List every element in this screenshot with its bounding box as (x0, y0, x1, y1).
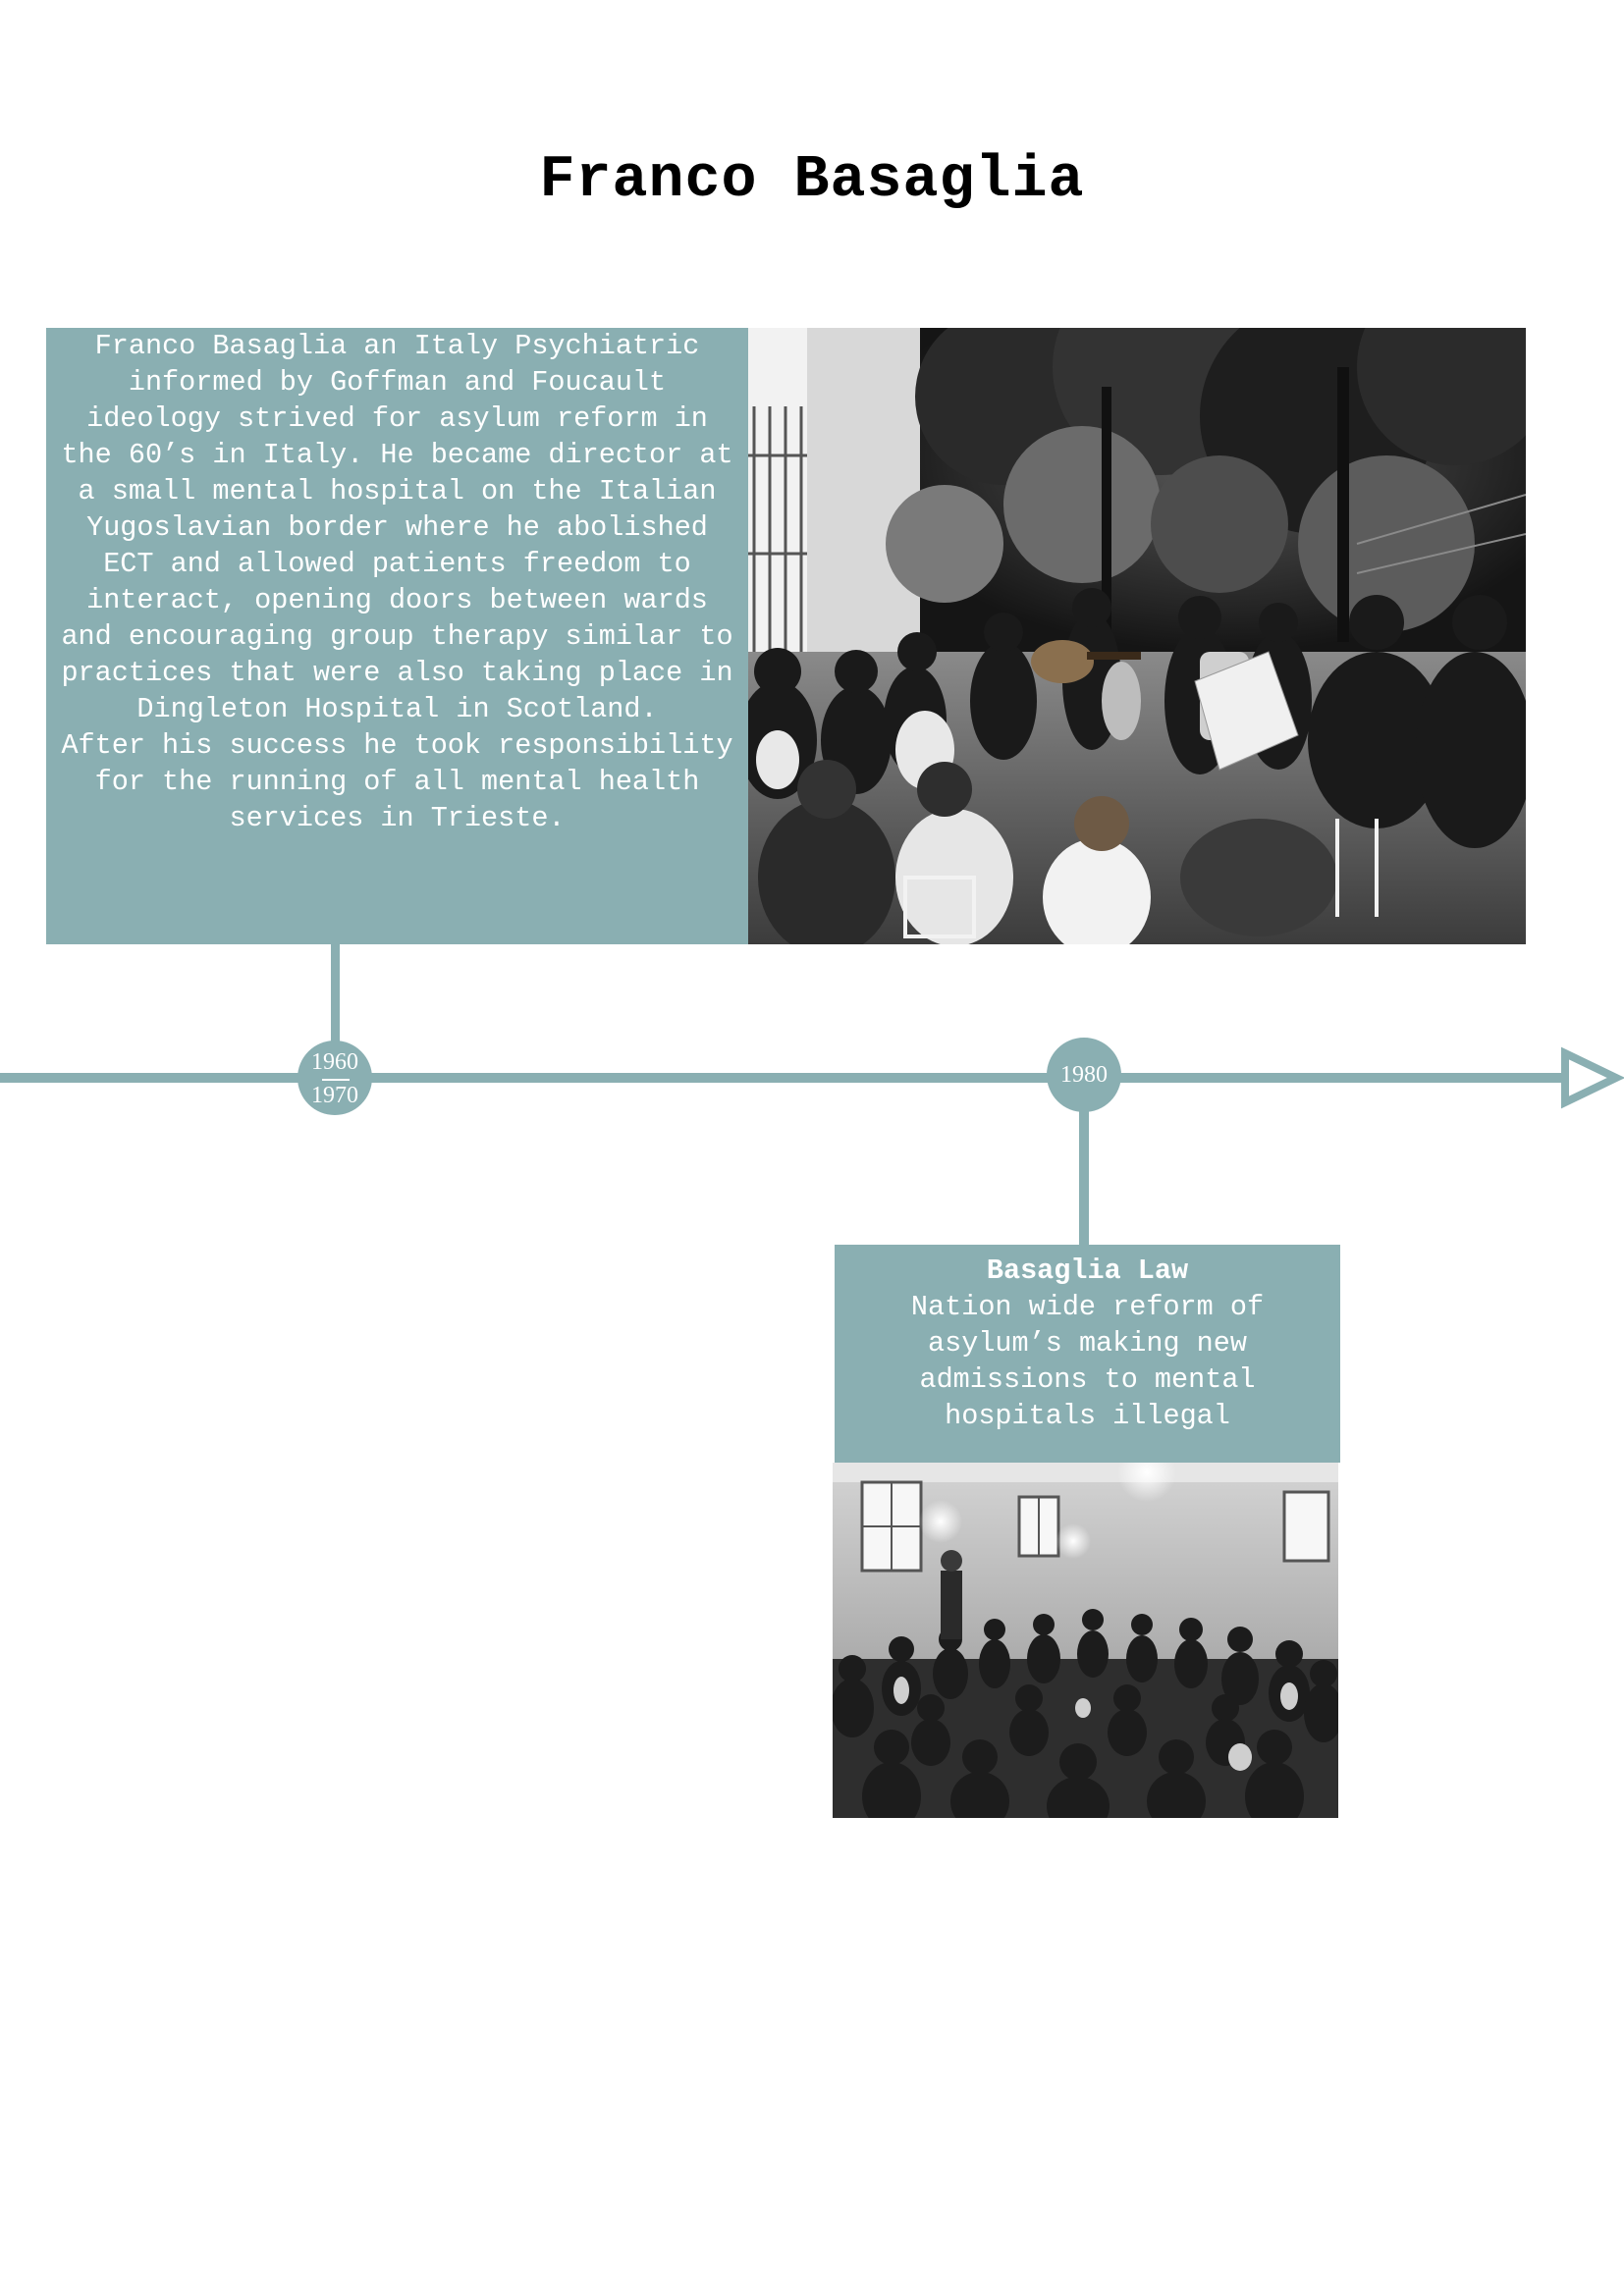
event-1980-description-box: Basaglia Law Nation wide reform of asylu… (835, 1245, 1340, 1463)
garden-group-photo (748, 328, 1526, 944)
connector-1960 (331, 944, 340, 1052)
timeline-line (0, 1073, 1581, 1083)
year-label-1960: 1960 (311, 1049, 358, 1075)
group-meeting-photo (833, 1463, 1338, 1818)
event-1980-description: Nation wide reform of asylum’s making ne… (910, 1291, 1265, 1432)
event-1980-heading: Basaglia Law (986, 1255, 1189, 1287)
timeline-arrow-icon (1561, 1046, 1624, 1109)
year-label-1980: 1980 (1060, 1062, 1108, 1088)
event-1960-paragraph-2: After his success he took responsibility… (61, 729, 733, 834)
year-label-1970: 1970 (311, 1083, 358, 1108)
event-1960-description-box: Franco Basaglia an Italy Psychiatric inf… (46, 328, 748, 944)
page-title: Franco Basaglia (539, 147, 1085, 214)
connector-1980 (1079, 1109, 1089, 1247)
event-1960-paragraph-1: Franco Basaglia an Italy Psychiatric inf… (61, 330, 733, 725)
year-fraction-divider (322, 1079, 350, 1081)
